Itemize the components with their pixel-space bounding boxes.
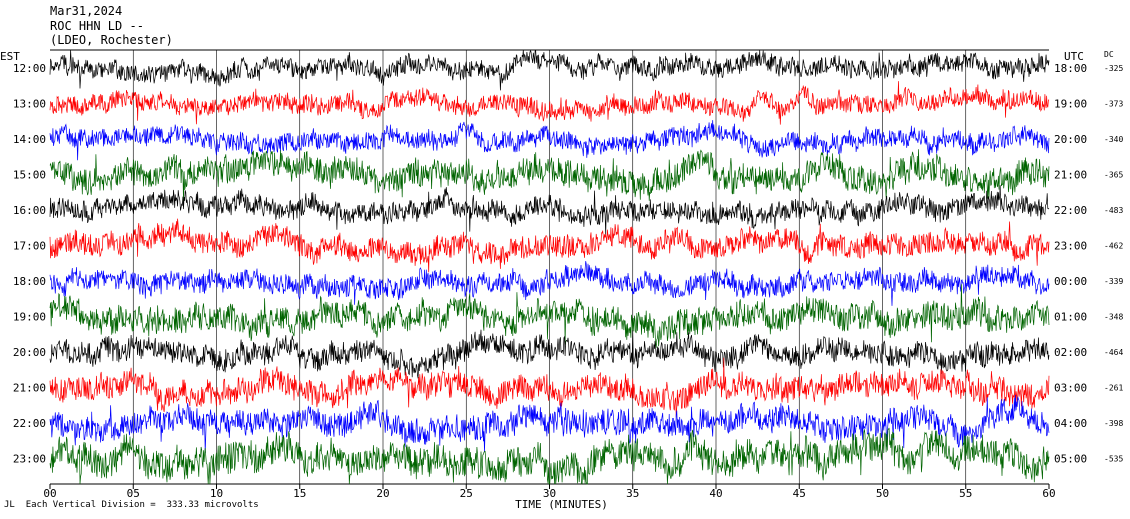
dc-offset-label: -464 xyxy=(1104,348,1123,357)
x-tick-label: 20 xyxy=(376,487,389,500)
utc-hour-label: 03:00 xyxy=(1054,382,1087,395)
x-tick-label: 60 xyxy=(1042,487,1055,500)
est-hour-label: 22:00 xyxy=(13,417,46,430)
x-tick-label: 25 xyxy=(460,487,473,500)
seismic-trace-2200 xyxy=(49,394,1050,453)
x-tick-label: 40 xyxy=(709,487,722,500)
est-hour-label: 19:00 xyxy=(13,311,46,324)
scale-note: Each Vertical Division = 333.33 microvol… xyxy=(25,500,259,510)
x-tick-label: 50 xyxy=(876,487,889,500)
utc-hour-label: 01:00 xyxy=(1054,311,1087,324)
date-label: Mar31,2024 xyxy=(50,4,123,18)
est-hour-label: 21:00 xyxy=(13,382,46,395)
dc-offset-label: -462 xyxy=(1104,242,1123,251)
x-tick-label: 00 xyxy=(43,487,56,500)
utc-hour-label: 20:00 xyxy=(1054,133,1087,146)
station-label: ROC HHN LD -- xyxy=(50,19,144,33)
seismic-trace-2100 xyxy=(49,357,1050,418)
utc-hour-label: 05:00 xyxy=(1054,453,1087,466)
est-hour-label: 20:00 xyxy=(13,346,46,359)
dc-offset-label: -365 xyxy=(1104,171,1123,180)
utc-hour-label: 00:00 xyxy=(1054,275,1087,288)
est-hour-label: 16:00 xyxy=(13,204,46,217)
dc-offset-label: -261 xyxy=(1104,384,1123,393)
est-hour-label: 23:00 xyxy=(13,453,46,466)
dc-offset-label: -339 xyxy=(1104,277,1123,286)
est-hour-label: 14:00 xyxy=(13,133,46,146)
dc-offset-label: -373 xyxy=(1104,100,1123,109)
x-tick-label: 30 xyxy=(543,487,556,500)
network-label: (LDEO, Rochester) xyxy=(50,33,173,47)
dc-offset-label: -325 xyxy=(1104,64,1123,73)
est-hour-label: 13:00 xyxy=(13,98,46,111)
est-hour-label: 12:00 xyxy=(13,62,46,75)
corner-mark: JL xyxy=(4,500,15,510)
dc-offset-label: -348 xyxy=(1104,313,1123,322)
utc-axis-label: UTC xyxy=(1064,50,1084,63)
utc-hour-label: 22:00 xyxy=(1054,204,1087,217)
dc-offset-label: -483 xyxy=(1104,206,1123,215)
est-hour-label: 18:00 xyxy=(13,275,46,288)
seismic-trace-1500 xyxy=(49,149,1050,202)
utc-hour-label: 02:00 xyxy=(1054,346,1087,359)
x-tick-label: 10 xyxy=(210,487,223,500)
est-hour-label: 17:00 xyxy=(13,240,46,253)
utc-hour-label: 23:00 xyxy=(1054,240,1087,253)
x-tick-label: 15 xyxy=(293,487,306,500)
x-tick-label: 45 xyxy=(793,487,806,500)
utc-hour-label: 18:00 xyxy=(1054,62,1087,75)
seismic-trace-1700 xyxy=(49,218,1050,273)
utc-hour-label: 04:00 xyxy=(1054,417,1087,430)
utc-hour-label: 19:00 xyxy=(1054,98,1087,111)
seismic-trace-1900 xyxy=(49,284,1050,348)
seismic-trace-1600 xyxy=(49,185,1050,235)
seismic-trace-1300 xyxy=(49,81,1050,125)
dc-offset-label: -535 xyxy=(1104,455,1123,464)
utc-hour-label: 21:00 xyxy=(1054,169,1087,182)
est-hour-label: 15:00 xyxy=(13,169,46,182)
x-tick-label: 55 xyxy=(959,487,972,500)
x-tick-label: 35 xyxy=(626,487,639,500)
dc-offset-label: -398 xyxy=(1104,419,1123,428)
seismic-trace-1200 xyxy=(49,49,1050,91)
seismic-trace-2000 xyxy=(49,329,1050,379)
x-tick-label: 05 xyxy=(127,487,140,500)
est-axis-label: EST xyxy=(0,50,20,63)
x-axis-label: TIME (MINUTES) xyxy=(515,498,608,511)
dc-offset-label: -340 xyxy=(1104,135,1123,144)
dc-label: DC xyxy=(1104,50,1114,59)
seismic-trace-2300 xyxy=(49,427,1050,485)
seismic-trace-1800 xyxy=(49,261,1050,306)
scale-footnote: JL Each Vertical Division = 333.33 micro… xyxy=(4,500,259,510)
seismic-trace-1400 xyxy=(49,120,1050,161)
